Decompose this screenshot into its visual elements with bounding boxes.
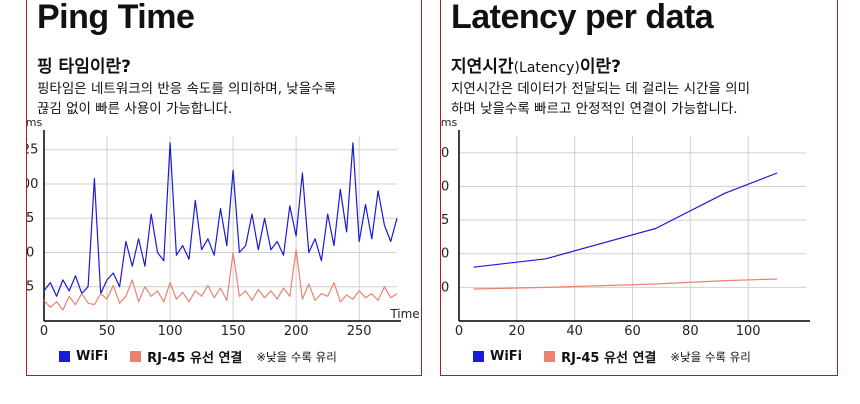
- ping-time-description: 핑타임은 네트워크의 반응 속도를 의미하며, 낮을수록 끊김 없이 빠른 사용…: [37, 79, 336, 119]
- legend-note: ※낮을 수록 유리: [256, 349, 337, 364]
- x-tick-label: 100: [736, 324, 761, 339]
- y-tick-label: 50: [27, 245, 34, 260]
- legend-wifi-label: WiFi: [76, 349, 109, 364]
- x-axis-label: Time: [389, 307, 419, 321]
- y-axis-label: ms: [27, 118, 42, 129]
- legend-note: ※낮을 수록 유리: [670, 349, 751, 364]
- ping-time-desc-line1: 핑타임은 네트워크의 반응 속도를 의미하며, 낮을수록: [37, 81, 336, 97]
- latency-title: Latency per data: [451, 0, 714, 36]
- x-tick-label: 50: [99, 324, 116, 339]
- ping-time-desc-line2: 끊김 없이 빠른 사용이 가능합니다.: [37, 101, 233, 117]
- legend-wifi-swatch: [59, 351, 70, 362]
- latency-description: 지연시간은 데이터가 전달되는 데 걸리는 시간을 의미 하며 낮을수록 빠르고…: [451, 79, 750, 119]
- legend-wifi-swatch: [473, 351, 484, 362]
- y-tick-label: 100: [27, 177, 38, 192]
- latency-panel: Latency per data 지연시간(Latency)이란? 지연시간은 …: [440, 0, 838, 376]
- latency-desc-line2: 하며 낮을수록 빠르고 안정적인 연결이 가능합니다.: [451, 101, 738, 117]
- latency-subtitle: 지연시간(Latency)이란?: [451, 52, 621, 77]
- y-tick-label: 25: [27, 280, 34, 295]
- y-tick-label: 20: [441, 247, 449, 262]
- y-axis-label: ms: [441, 118, 457, 129]
- ping-time-chart: 0 50 100 150 200 250 25 50 75 100 125 ms Time: [27, 118, 420, 339]
- legend-lan-label: RJ-45 유선 연결: [147, 351, 243, 366]
- x-tick-label: 100: [158, 324, 183, 339]
- x-tick-label: 60: [624, 324, 641, 339]
- legend-wifi-label: WiFi: [490, 349, 523, 364]
- lan-series-line: [43, 249, 398, 311]
- wifi-series-line: [43, 142, 398, 297]
- latency-subtitle-paren: (Latency): [513, 60, 580, 76]
- latency-legend: WiFi RJ-45 유선 연결 ※낮을 수록 유리: [473, 347, 751, 366]
- ping-time-subtitle: 핑 타임이란?: [37, 57, 131, 77]
- legend-lan-label: RJ-45 유선 연결: [561, 351, 657, 366]
- lan-series-line: [473, 278, 778, 290]
- latency-desc-line1: 지연시간은 데이터가 전달되는 데 걸리는 시간을 의미: [451, 81, 750, 97]
- ping-time-title: Ping Time: [37, 0, 195, 36]
- latency-subtitle-tail: 이란?: [579, 57, 621, 77]
- legend-lan-swatch: [130, 351, 142, 362]
- x-tick-label: 0: [40, 324, 48, 339]
- y-tick-label: 50: [441, 146, 449, 161]
- wifi-series-line: [473, 172, 778, 268]
- y-tick-label: 75: [27, 211, 34, 226]
- latency-subtitle-main: 지연시간: [451, 57, 514, 77]
- y-tick-label: 125: [27, 143, 38, 158]
- x-tick-label: 200: [284, 324, 309, 339]
- legend-lan-swatch: [544, 351, 556, 362]
- y-tick-label: 40: [441, 179, 449, 194]
- x-tick-label: 80: [682, 324, 699, 339]
- x-tick-label: 250: [347, 324, 372, 339]
- x-tick-label: 0: [455, 324, 463, 339]
- y-tick-label: 35: [441, 213, 449, 228]
- x-tick-label: 40: [566, 324, 583, 339]
- latency-chart: 0 20 40 60 80 100 10 20 35 40 50 ms: [441, 118, 810, 339]
- ping-time-panel: Ping Time 핑 타임이란? 핑타임은 네트워크의 반응 속도를 의미하며…: [26, 0, 422, 376]
- x-tick-label: 20: [509, 324, 526, 339]
- x-tick-label: 150: [221, 324, 246, 339]
- y-tick-label: 10: [441, 280, 449, 295]
- ping-time-legend: WiFi RJ-45 유선 연결 ※낮을 수록 유리: [59, 347, 337, 366]
